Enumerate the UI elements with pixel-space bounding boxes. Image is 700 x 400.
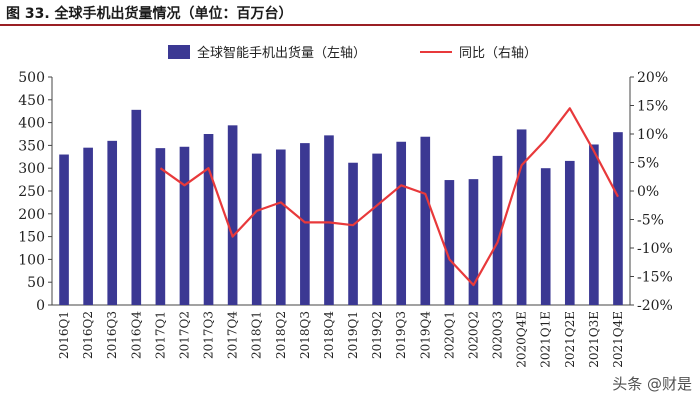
figure-title-bar: 图 33. 全球手机出货量情况（单位：百万台） bbox=[0, 0, 700, 26]
left-tick-label: 100 bbox=[18, 252, 45, 268]
bar bbox=[564, 160, 575, 305]
figure-title: 图 33. 全球手机出货量情况（单位：百万台） bbox=[6, 6, 293, 22]
right-tick-label: -10% bbox=[637, 241, 673, 257]
bar bbox=[155, 148, 166, 305]
bar bbox=[131, 109, 142, 305]
legend-label-line: 同比（右轴） bbox=[459, 46, 537, 61]
bar bbox=[59, 154, 69, 305]
x-tick-label: 2019Q2 bbox=[370, 311, 384, 359]
x-tick-label: 2021Q3E bbox=[587, 311, 601, 368]
x-tick-label: 2017Q1 bbox=[153, 311, 167, 359]
bar bbox=[203, 134, 214, 305]
left-tick-label: 250 bbox=[18, 184, 45, 200]
left-tick-label: 200 bbox=[18, 207, 45, 223]
bar bbox=[348, 162, 358, 305]
left-tick-label: 0 bbox=[36, 298, 45, 314]
bar bbox=[516, 129, 527, 305]
left-tick-label: 450 bbox=[18, 93, 45, 109]
left-tick-label: 400 bbox=[18, 116, 45, 132]
right-tick-label: 10% bbox=[637, 127, 668, 143]
x-tick-label: 2021Q4E bbox=[611, 311, 625, 368]
right-tick-label: 0% bbox=[637, 184, 659, 200]
bar bbox=[275, 149, 286, 305]
right-tick-label: 20% bbox=[637, 70, 668, 86]
bar bbox=[83, 147, 93, 305]
legend-label-bar: 全球智能手机出货量（左轴） bbox=[197, 45, 366, 61]
x-tick-label: 2019Q4 bbox=[418, 311, 432, 359]
bar bbox=[300, 143, 310, 305]
watermark-text: 头条 @财是 bbox=[612, 375, 692, 393]
legend-swatch-bar bbox=[168, 45, 190, 59]
left-tick-label: 500 bbox=[18, 70, 45, 86]
bar bbox=[179, 146, 190, 305]
bar bbox=[372, 153, 382, 305]
bar bbox=[468, 179, 479, 305]
x-tick-label: 2016Q1 bbox=[57, 311, 71, 359]
bar bbox=[589, 144, 599, 305]
left-tick-label: 350 bbox=[18, 138, 45, 154]
x-tick-label: 2019Q3 bbox=[394, 311, 408, 359]
left-tick-label: 300 bbox=[18, 161, 45, 177]
x-tick-label: 2017Q3 bbox=[202, 311, 216, 359]
right-tick-label: -20% bbox=[637, 298, 673, 314]
x-tick-label: 2021Q1E bbox=[539, 311, 553, 368]
bar bbox=[444, 180, 455, 305]
x-tick-label: 2018Q2 bbox=[274, 311, 288, 359]
x-tick-label: 2020Q1 bbox=[442, 311, 456, 359]
x-tick-label: 2020Q3 bbox=[491, 311, 505, 359]
bar bbox=[251, 153, 262, 305]
right-tick-label: 5% bbox=[637, 156, 659, 172]
x-tick-label: 2018Q3 bbox=[298, 311, 312, 359]
bar bbox=[396, 141, 407, 305]
x-tick-label: 2016Q3 bbox=[105, 311, 119, 359]
yoy-line bbox=[159, 107, 619, 287]
bar bbox=[492, 155, 503, 305]
x-tick-label: 2016Q2 bbox=[81, 311, 95, 359]
bar bbox=[324, 135, 334, 305]
bar bbox=[540, 168, 551, 305]
x-tick-label: 2019Q1 bbox=[346, 311, 360, 359]
left-tick-label: 50 bbox=[27, 275, 45, 291]
bar bbox=[227, 125, 238, 305]
x-tick-label: 2020Q4E bbox=[515, 311, 529, 368]
x-tick-label: 2016Q4 bbox=[129, 311, 143, 359]
x-tick-label: 2017Q2 bbox=[177, 311, 191, 359]
x-tick-label: 2021Q2E bbox=[563, 311, 577, 368]
left-tick-label: 150 bbox=[18, 230, 45, 246]
right-tick-label: -5% bbox=[637, 213, 664, 229]
bar bbox=[420, 136, 431, 305]
x-tick-label: 2018Q1 bbox=[250, 311, 264, 359]
right-tick-label: 15% bbox=[637, 99, 668, 115]
x-tick-label: 2020Q2 bbox=[466, 311, 480, 359]
x-tick-label: 2017Q4 bbox=[226, 311, 240, 359]
bar bbox=[613, 132, 623, 305]
x-tick-label: 2018Q4 bbox=[322, 311, 336, 359]
bar bbox=[107, 140, 118, 305]
right-tick-label: -15% bbox=[637, 270, 673, 286]
